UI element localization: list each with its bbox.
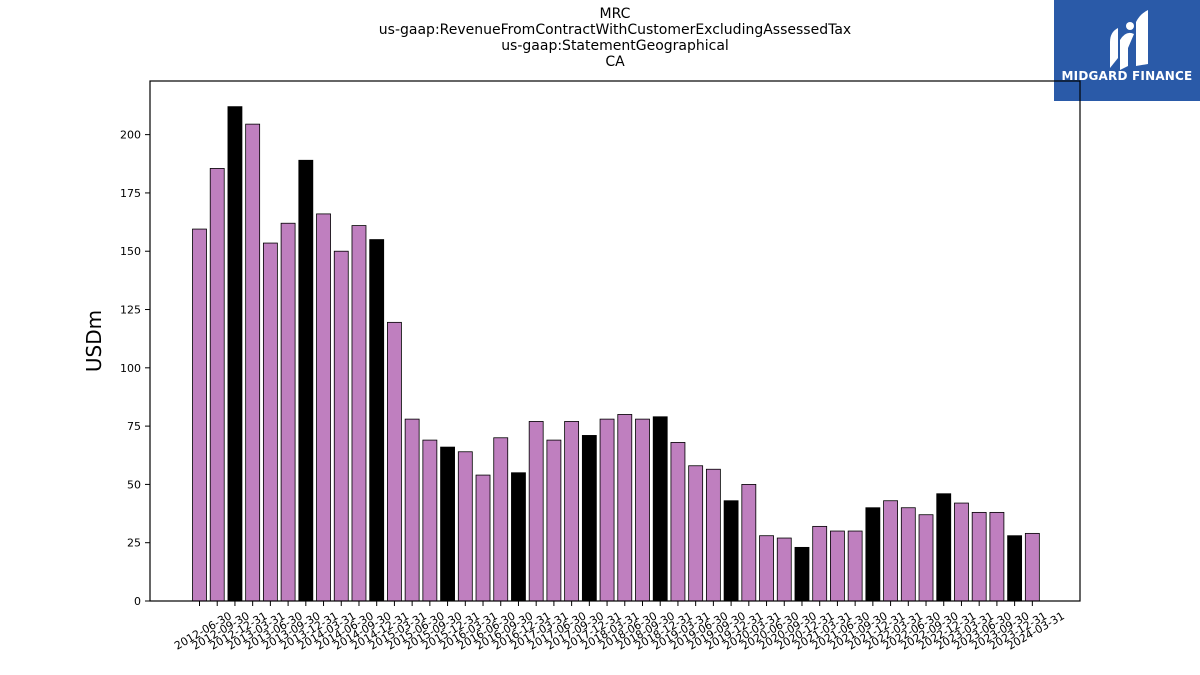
bar-2014-12-31 [369, 239, 385, 602]
x-axis: 2012-06-302012-09-302012-12-312013-03-31… [172, 601, 1067, 653]
bar-2022-06-30 [900, 507, 916, 602]
bar-2019-09-30 [705, 468, 721, 602]
y-axis: 0 25 50 75 100 125 150 175 200 [120, 129, 150, 608]
bar-2016-03-31 [457, 451, 473, 602]
bar-2014-06-30 [333, 250, 349, 602]
midgard-finance-logo-icon [1110, 10, 1148, 70]
bar-2020-03-31 [741, 484, 757, 602]
bar-2019-06-30 [688, 465, 704, 602]
bar-2018-06-30 [617, 414, 633, 602]
bar-2020-06-30 [759, 535, 774, 602]
y-tick-label: 25 [127, 537, 141, 550]
bar-2017-09-30 [564, 421, 580, 602]
bar-2023-09-30 [989, 511, 1005, 602]
bar-2022-12-31 [936, 493, 952, 602]
bar-2021-06-30 [830, 530, 845, 602]
y-tick-label: 125 [120, 304, 141, 317]
bar-2020-09-30 [776, 537, 792, 602]
bar-2014-03-31 [316, 213, 331, 602]
y-tick-label: 175 [120, 187, 141, 200]
title-line-member: CA [605, 54, 625, 70]
y-tick-label: 100 [120, 362, 141, 375]
bar-2023-06-30 [971, 511, 987, 602]
bar-2013-06-30 [262, 242, 278, 602]
y-tick-label: 75 [127, 420, 141, 433]
bar-2021-09-30 [847, 530, 863, 602]
midgard-finance-logo: MIDGARD FINANCE [1054, 0, 1200, 101]
bar-2018-03-31 [599, 418, 615, 602]
bars-group [192, 106, 1040, 602]
bar-2013-09-30 [280, 222, 296, 602]
bar-2014-09-30 [351, 225, 367, 602]
y-tick-label: 150 [120, 245, 141, 258]
bar-2013-03-31 [245, 123, 261, 602]
bar-2024-03-31 [1024, 532, 1040, 602]
bar-2022-03-31 [883, 500, 898, 602]
bar-2022-09-30 [918, 514, 934, 602]
bar-2012-06-30 [192, 228, 207, 602]
bar-2015-09-30 [422, 439, 438, 602]
title-line-axis: us-gaap:StatementGeographical [501, 38, 729, 54]
title-line-ticker: MRC [599, 6, 631, 22]
y-tick-label: 50 [127, 478, 141, 491]
bar-2015-03-31 [387, 321, 402, 602]
plot-frame [149, 80, 1081, 602]
bar-2015-12-31 [440, 446, 455, 602]
y-tick-label: 200 [120, 129, 141, 142]
y-tick-label: 0 [134, 595, 141, 608]
bar-2017-06-30 [546, 439, 562, 602]
bar-2015-06-30 [404, 418, 420, 602]
logo-text: MIDGARD FINANCE [1061, 69, 1193, 83]
bar-2012-09-30 [209, 168, 225, 602]
bar-2020-12-31 [794, 546, 810, 602]
bar-2018-09-30 [635, 418, 650, 602]
bar-2019-12-31 [723, 500, 739, 602]
bar-2023-12-31 [1007, 535, 1023, 602]
bar-2013-12-31 [298, 159, 314, 602]
bar-2018-12-31 [652, 416, 668, 602]
bar-2019-03-31 [670, 442, 686, 602]
bar-2023-03-31 [954, 502, 969, 602]
bar-2021-03-31 [812, 525, 828, 602]
bar-2021-12-31 [865, 507, 881, 602]
y-axis-label: USDm [82, 310, 106, 372]
bar-2016-09-30 [493, 437, 509, 602]
bar-2017-12-31 [581, 435, 597, 602]
title-line-concept: us-gaap:RevenueFromContractWithCustomerE… [378, 22, 852, 38]
bar-2016-06-30 [475, 474, 491, 602]
chart-title: MRC us-gaap:RevenueFromContractWithCusto… [0, 6, 1200, 70]
bar-2012-12-31 [227, 106, 243, 602]
bar-2017-03-31 [528, 421, 544, 602]
bar-2016-12-31 [511, 472, 526, 602]
